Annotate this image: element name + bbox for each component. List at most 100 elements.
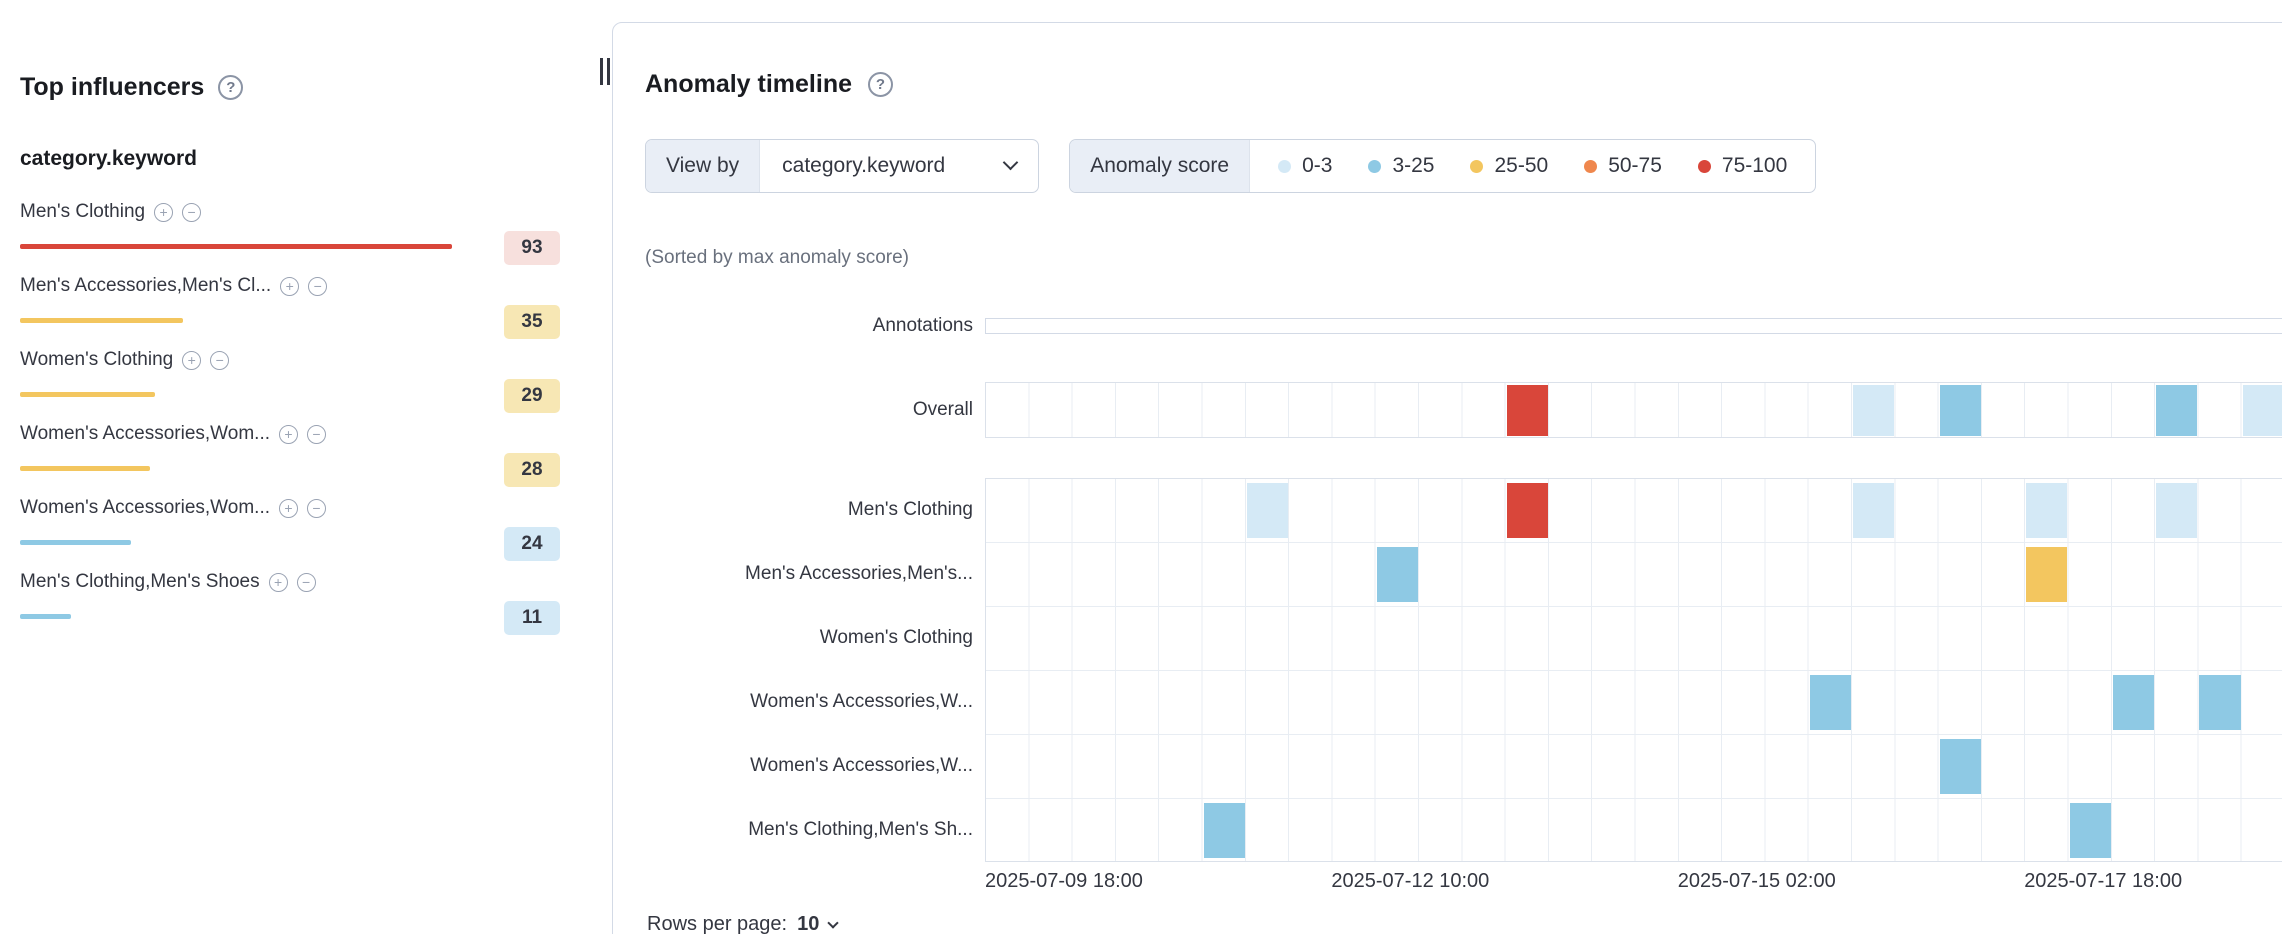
anomaly-cell[interactable] (2156, 385, 2198, 436)
top-influencers-header: Top influencers ? (20, 72, 565, 102)
influencer-score-bar-track (20, 466, 452, 471)
anomaly-cell[interactable] (2026, 547, 2068, 602)
influencer-score-bar-track (20, 540, 452, 545)
help-icon[interactable]: ? (218, 74, 244, 100)
swimlane-label: Women's Accessories,W... (750, 691, 973, 712)
panel-resize-handle[interactable] (600, 58, 610, 85)
anomaly-cell[interactable] (2156, 483, 2198, 538)
filter-for-icon[interactable]: + (279, 498, 298, 518)
influencer-item: Women's Accessories,Wom... + − 24 (20, 494, 565, 561)
influencer-score-badge: 93 (504, 231, 560, 265)
view-by-value: category.keyword (782, 154, 946, 177)
overall-swimlane[interactable] (985, 382, 2282, 438)
influencer-item: Women's Accessories,Wom... + − 28 (20, 420, 565, 487)
viewby-swimlane-grid[interactable] (985, 478, 2282, 862)
anomaly-cell[interactable] (1246, 483, 1289, 538)
anomaly-cell[interactable] (2242, 385, 2282, 436)
rows-per-page-label: Rows per page: (647, 913, 788, 934)
anomaly-cell[interactable] (1376, 547, 1418, 602)
anomaly-cell[interactable] (2112, 675, 2155, 730)
influencer-label: Men's Accessories,Men's Cl... (20, 275, 272, 296)
influencer-item: Women's Clothing + − 29 (20, 346, 565, 413)
anomaly-cell[interactable] (2199, 675, 2241, 730)
legend-range-label: 0-3 (1302, 154, 1333, 177)
legend-range-label: 75-100 (1721, 154, 1788, 177)
legend-item: 25-50 (1470, 154, 1548, 178)
influencer-score-bar-track (20, 318, 452, 323)
legend-dot-icon (1584, 159, 1598, 173)
sorted-by-note: (Sorted by max anomaly score) (645, 247, 909, 268)
anomaly-timeline-header: Anomaly timeline ? (645, 69, 893, 99)
axis-tick-label: 2025-07-12 10:00 (1331, 870, 1490, 892)
rows-per-page-value: 10 (797, 913, 820, 934)
influencer-label: Men's Clothing,Men's Shoes (20, 571, 260, 592)
anomaly-cell[interactable] (1506, 483, 1548, 538)
view-by-label: View by (646, 140, 761, 192)
rows-per-page-button[interactable]: Rows per page: 10 (647, 913, 839, 934)
influencer-score-badge: 11 (504, 601, 560, 635)
anomaly-cell[interactable] (1203, 803, 1245, 858)
influencer-label: Women's Accessories,Wom... (20, 497, 270, 518)
filter-for-icon[interactable]: + (154, 202, 174, 222)
influencer-list: Men's Clothing + −93 Men's Accessories,Men'… (20, 198, 565, 635)
influencer-label-row: Women's Accessories,Wom... + − (20, 420, 565, 448)
filter-for-icon[interactable]: + (279, 424, 298, 444)
influencer-label: Women's Accessories,Wom... (20, 423, 270, 444)
influencer-score-bar-track (20, 244, 452, 249)
axis-tick-label: 2025-07-15 02:00 (1677, 870, 1836, 892)
influencer-label-row: Women's Clothing + − (20, 346, 565, 374)
top-influencers-title: Top influencers (20, 73, 205, 101)
anomaly-cell[interactable] (1939, 739, 1981, 794)
filter-out-icon[interactable]: − (307, 424, 326, 444)
legend-item: 75-100 (1697, 154, 1788, 178)
influencer-score-badge: 24 (504, 527, 560, 561)
influencer-score-bar (20, 614, 72, 619)
influencer-label-row: Men's Clothing,Men's Shoes + − (20, 568, 565, 596)
timeline-controls: View by category.keyword Anomaly score 0… (645, 139, 1817, 193)
help-icon[interactable]: ? (868, 71, 893, 97)
axis-tick-label: 2025-07-17 18:00 (2024, 870, 2183, 892)
influencer-score-badge: 29 (504, 379, 560, 413)
filter-out-icon[interactable]: − (296, 572, 316, 592)
filter-out-icon[interactable]: − (182, 202, 202, 222)
anomaly-score-legend-items: 0-3 3-25 25-50 50-75 75-100 (1250, 140, 1815, 192)
legend-item: 50-75 (1584, 154, 1662, 178)
swimlane-label: Men's Clothing,Men's Sh... (748, 819, 973, 840)
legend-range-label: 50-75 (1608, 154, 1662, 177)
anomaly-cell[interactable] (1506, 385, 1548, 436)
anomaly-cell[interactable] (2069, 803, 2111, 858)
anomaly-timeline-title: Anomaly timeline (645, 70, 852, 98)
anomaly-cell[interactable] (1939, 385, 1981, 436)
chevron-down-icon (827, 916, 839, 929)
annotations-lane[interactable] (985, 318, 2282, 334)
influencer-score-bar-track (20, 614, 452, 619)
anomaly-cell[interactable] (2026, 483, 2068, 538)
filter-for-icon[interactable]: + (280, 276, 300, 296)
anomaly-cell[interactable] (1809, 675, 1851, 730)
filter-for-icon[interactable]: + (182, 350, 202, 370)
filter-for-icon[interactable]: + (268, 572, 288, 592)
influencer-score-bar (20, 244, 452, 249)
influencer-score-badge: 35 (504, 305, 560, 339)
filter-out-icon[interactable]: − (307, 498, 326, 518)
legend-range-label: 25-50 (1494, 154, 1549, 177)
legend-range-label: 3-25 (1392, 154, 1435, 177)
anomaly-cell[interactable] (1853, 483, 1895, 538)
filter-out-icon[interactable]: − (210, 350, 230, 370)
swimlane-label: Women's Clothing (819, 627, 973, 648)
influencer-item: Men's Clothing + − 93 (20, 198, 565, 265)
anomaly-score-legend: Anomaly score 0-3 3-25 25-50 50-75 75-100 (1069, 139, 1817, 193)
influencer-item: Men's Clothing,Men's Shoes + − 11 (20, 568, 565, 635)
filter-out-icon[interactable]: − (308, 276, 328, 296)
influencer-score-bar-track (20, 392, 452, 397)
legend-dot-icon (1470, 159, 1484, 173)
top-influencers-panel: Top influencers ? category.keyword Men's… (20, 72, 565, 642)
legend-dot-icon (1368, 159, 1382, 173)
anomaly-score-legend-label: Anomaly score (1070, 140, 1251, 192)
influencer-score-bar (20, 466, 151, 471)
view-by-control: View by category.keyword (645, 139, 1040, 193)
view-by-select[interactable]: category.keyword (760, 140, 1038, 192)
legend-dot-icon (1697, 159, 1711, 173)
swimlane-label: Men's Clothing (847, 499, 973, 520)
anomaly-cell[interactable] (1853, 385, 1895, 436)
